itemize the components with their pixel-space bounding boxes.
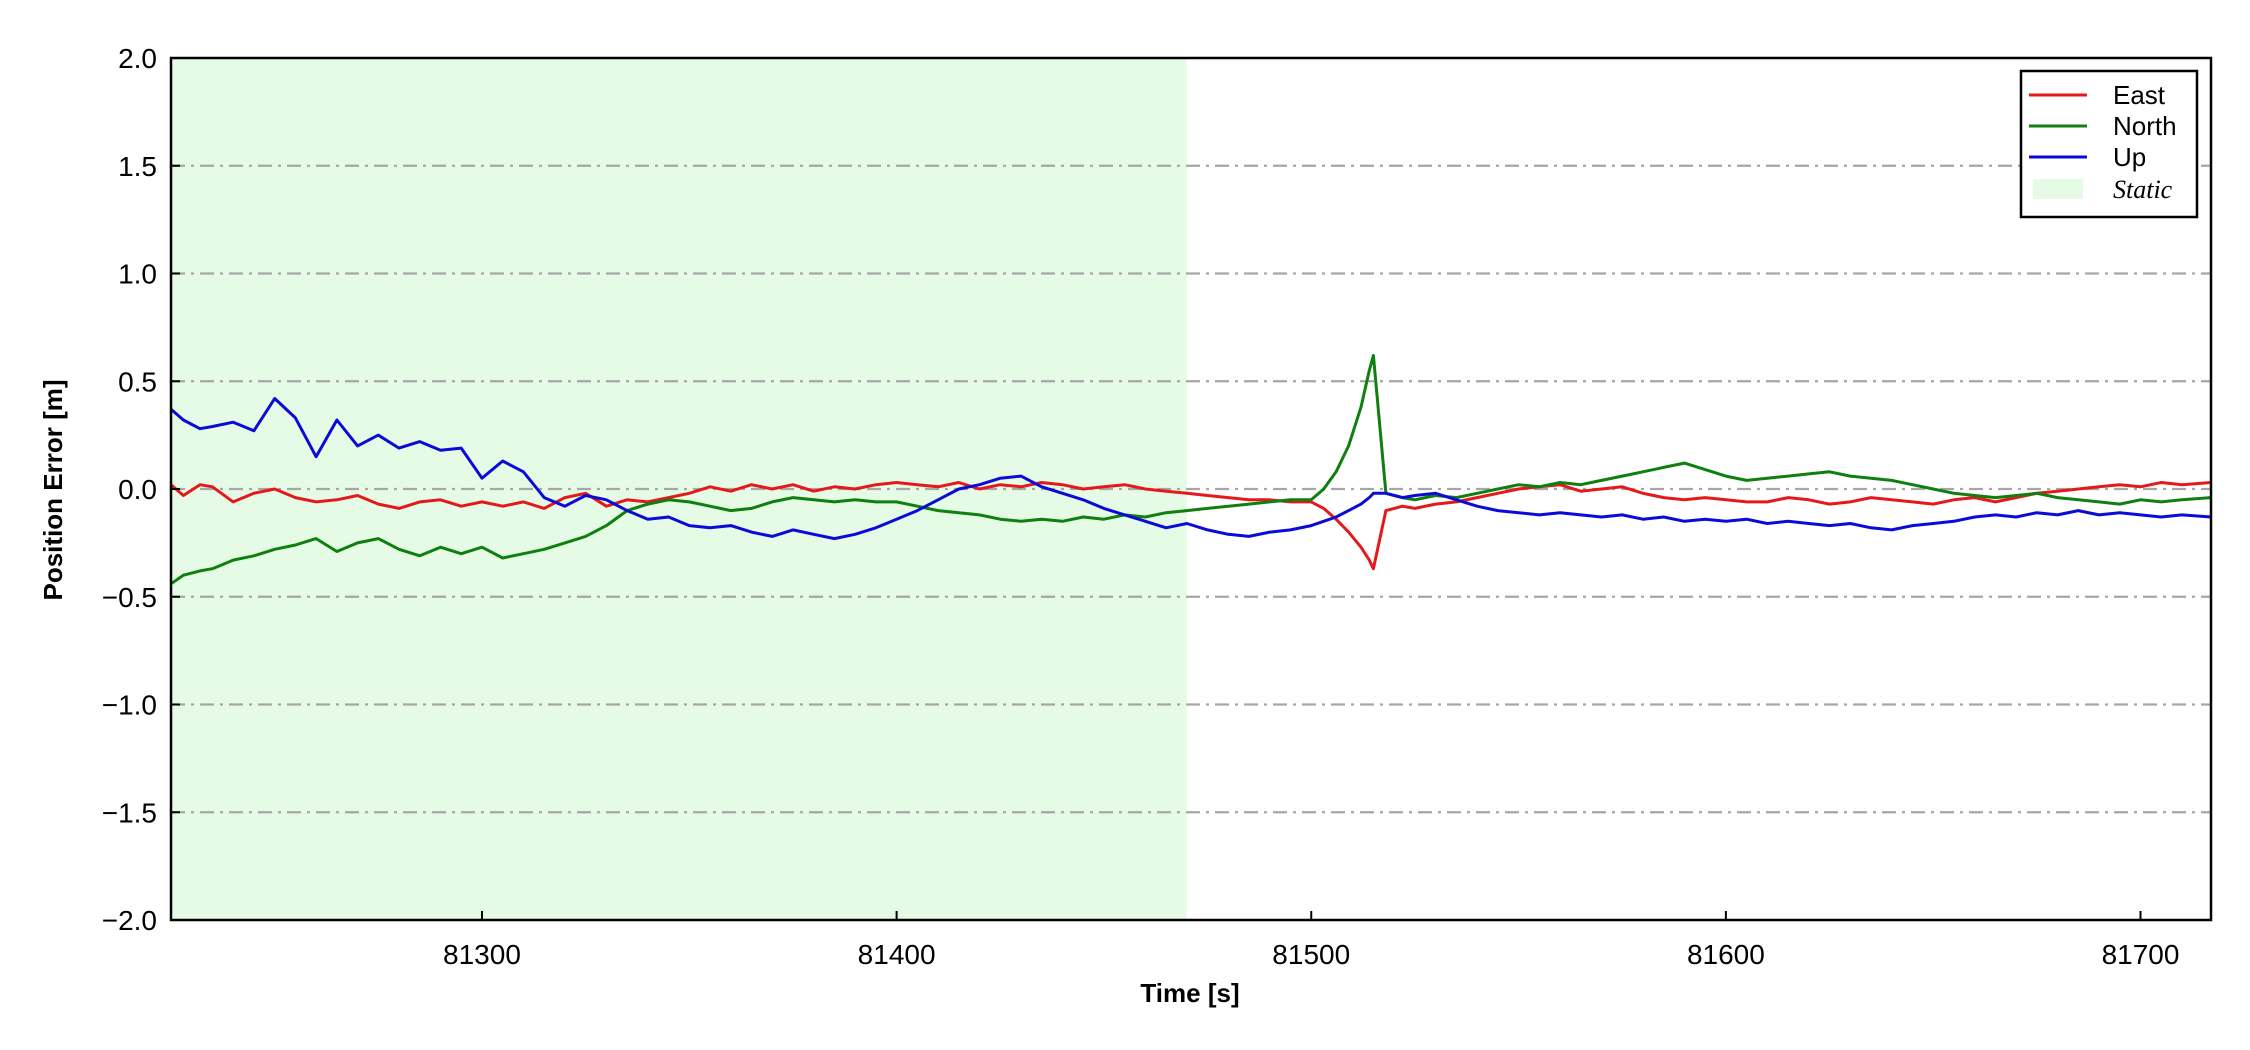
- series-line-east: [170, 481, 2212, 571]
- y-tick-label: −2.0: [102, 905, 157, 936]
- grid-layer: [171, 164, 2211, 814]
- series-line-up: [170, 397, 2212, 541]
- x-tick-label: 81500: [1272, 939, 1350, 970]
- legend-label-up: Up: [2113, 142, 2146, 172]
- x-tick-label: 81400: [858, 939, 936, 970]
- legend-label-static: Static: [2113, 175, 2173, 204]
- legend-label-north: North: [2113, 111, 2177, 141]
- y-tick-label: −1.0: [102, 690, 157, 721]
- y-tick-label: 2.0: [118, 43, 157, 74]
- x-axis-label: Time [s]: [1140, 978, 1239, 1008]
- y-tick-label: 0.5: [118, 366, 157, 397]
- y-tick-label: −0.5: [102, 582, 157, 613]
- y-tick-label: 1.5: [118, 151, 157, 182]
- legend-label-east: East: [2113, 80, 2166, 110]
- axes-layer: −2.0 −1.5 −1.0 −0.5 0.0 0.5 1.0 1.5 2.0 81300 8140…: [102, 43, 2213, 970]
- y-axis-label: Position Error [m]: [38, 379, 68, 600]
- legend-swatch-static: [2033, 179, 2083, 199]
- x-tick-label: 81700: [2102, 939, 2180, 970]
- series-layer: [170, 353, 2212, 586]
- y-tick-label: 0.0: [118, 474, 157, 505]
- y-tick-label: −1.5: [102, 797, 157, 828]
- x-tick-label: 81300: [443, 939, 521, 970]
- x-tick-label: 81600: [1687, 939, 1765, 970]
- series-line-north: [170, 353, 2212, 586]
- y-tick-label: 1.0: [118, 259, 157, 290]
